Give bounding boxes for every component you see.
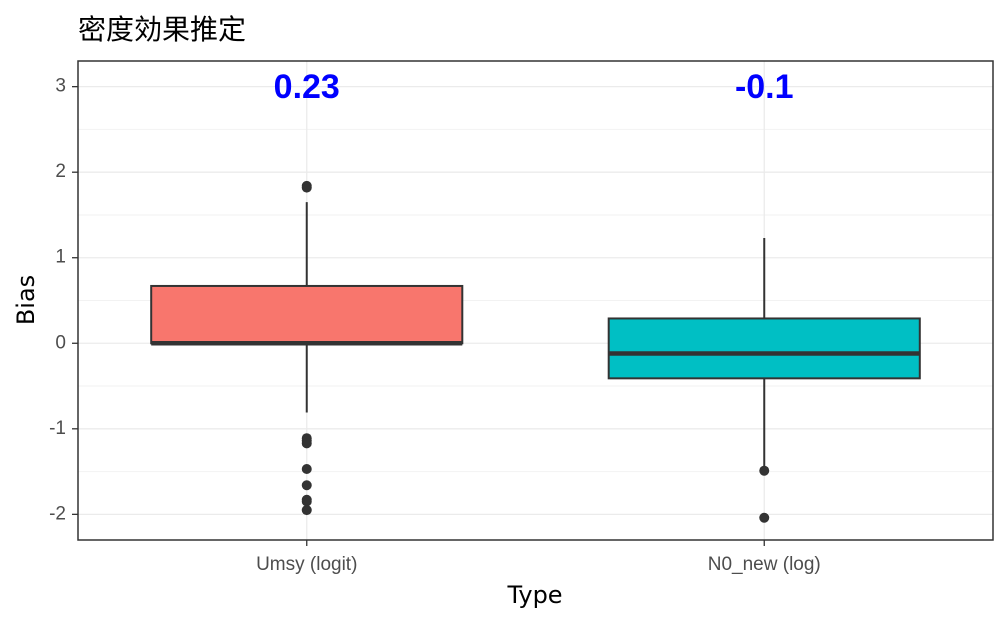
bias-annotation: -0.1 xyxy=(735,68,794,106)
x-axis-label: Type xyxy=(506,581,562,609)
y-tick-label: -2 xyxy=(49,503,66,524)
outlier-point xyxy=(301,505,312,516)
y-tick-label: 1 xyxy=(55,247,66,268)
y-axis-label: Bias xyxy=(12,275,40,325)
x-tick-label: Umsy (logit) xyxy=(256,554,357,575)
box-rect xyxy=(607,317,921,380)
box-group xyxy=(150,180,464,516)
y-tick-label: 2 xyxy=(55,161,66,182)
plot-border xyxy=(77,60,994,541)
y-tick-label: -1 xyxy=(49,418,66,439)
outlier-point xyxy=(301,496,312,507)
y-tick-label: 3 xyxy=(55,76,66,97)
bias-annotation: 0.23 xyxy=(274,68,340,106)
outlier-point xyxy=(759,465,770,476)
outlier-point xyxy=(301,464,312,475)
outlier-point xyxy=(301,480,312,491)
y-tick-label: 0 xyxy=(55,332,66,353)
box-layer xyxy=(150,180,921,523)
x-tick-label: N0_new (log) xyxy=(708,554,821,575)
outlier-point xyxy=(759,512,770,523)
outlier-point xyxy=(301,180,312,191)
chart-title: 密度効果推定 xyxy=(78,13,246,46)
axis-layer: -2 -1 0 1 2 3 Umsy (logit) N0_new (log) xyxy=(49,76,821,575)
box-rect xyxy=(150,284,464,345)
annotation-layer: 0.23 -0.1 xyxy=(274,68,794,106)
box-group xyxy=(607,238,921,523)
outlier-point xyxy=(301,438,312,449)
